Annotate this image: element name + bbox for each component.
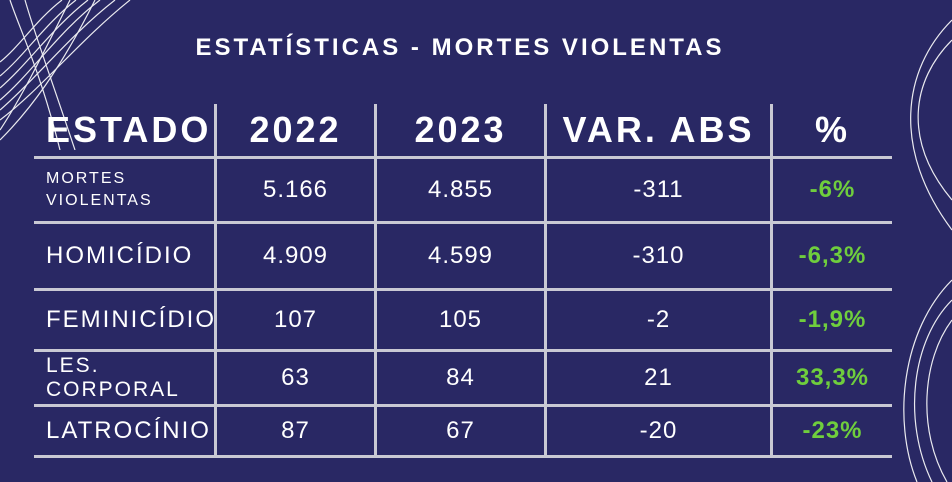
- row-label: LES. CORPORAL: [46, 354, 180, 401]
- value-var-abs: -20: [639, 417, 678, 444]
- value-2023: 67: [446, 417, 475, 444]
- row-label: HOMICÍDIO: [46, 242, 194, 269]
- value-var-abs: -2: [646, 306, 671, 333]
- value-2022: 5.166: [262, 176, 329, 203]
- statistics-table: ESTADO 2022 2023 VAR. ABS % MORTES VIOLE…: [34, 104, 892, 458]
- page-title: ESTATÍSTICAS - MORTES VIOLENTAS: [195, 34, 725, 61]
- table-row: LES. CORPORAL 63 84 21 33,3%: [34, 349, 892, 404]
- value-var-abs: -311: [633, 176, 684, 203]
- value-percent: -1,9%: [798, 306, 867, 333]
- header-2022: 2022: [214, 104, 374, 156]
- header-percent: %: [770, 104, 892, 156]
- value-2023: 105: [438, 306, 483, 333]
- row-label: LATROCÍNIO: [46, 417, 211, 444]
- value-2022: 4.909: [262, 242, 329, 269]
- value-var-abs: -310: [632, 242, 685, 269]
- wave-lines-decoration-right: [903, 19, 952, 482]
- row-label: MORTES VIOLENTAS: [46, 170, 153, 209]
- value-percent: 33,3%: [795, 364, 870, 391]
- value-2023: 4.599: [427, 242, 494, 269]
- value-var-abs: 21: [644, 364, 673, 391]
- table-row: LATROCÍNIO 87 67 -20 -23%: [34, 404, 892, 458]
- value-2023: 84: [446, 364, 475, 391]
- table-row: HOMICÍDIO 4.909 4.599 -310 -6,3%: [34, 221, 892, 288]
- header-2023: 2023: [374, 104, 544, 156]
- table-header-row: ESTADO 2022 2023 VAR. ABS %: [34, 104, 892, 156]
- table-row: MORTES VIOLENTAS 5.166 4.855 -311 -6%: [34, 156, 892, 221]
- value-percent: -23%: [802, 417, 863, 444]
- header-var-abs: VAR. ABS: [544, 104, 770, 156]
- value-2022: 63: [281, 364, 310, 391]
- value-percent: -6%: [809, 176, 856, 203]
- value-2022: 107: [273, 306, 318, 333]
- header-estado: ESTADO: [46, 109, 212, 150]
- value-percent: -6,3%: [798, 242, 867, 269]
- table-row: FEMINICÍDIO 107 105 -2 -1,9%: [34, 288, 892, 349]
- value-2022: 87: [281, 417, 310, 444]
- value-2023: 4.855: [427, 176, 494, 203]
- row-label: FEMINICÍDIO: [46, 306, 216, 333]
